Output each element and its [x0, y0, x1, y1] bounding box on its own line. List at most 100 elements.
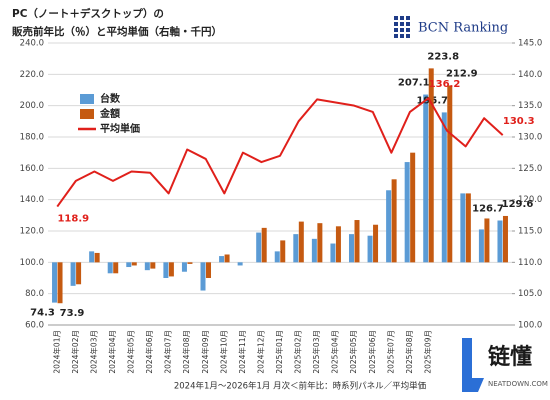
- x-tick-label: 2024年12月: [255, 330, 265, 374]
- y2-tick-label: 130.0: [518, 133, 542, 143]
- x-tick-label: 2024年04月: [107, 330, 117, 374]
- data-label: 207.1: [398, 78, 430, 89]
- bar: [206, 262, 212, 278]
- data-label: 136.2: [429, 79, 461, 90]
- y-tick-label: 220.0: [20, 70, 44, 80]
- data-label: 118.9: [57, 214, 89, 225]
- bar: [57, 262, 63, 304]
- bar: [293, 234, 299, 263]
- data-label: 126.7: [472, 204, 504, 215]
- legend-swatch: [80, 109, 94, 119]
- bar: [373, 224, 379, 263]
- footnote: 2024年1月～2026年1月 月次＜前年比：時系列パネル／平均単価: [174, 381, 427, 392]
- bar: [484, 218, 490, 263]
- y-tick-label: 120.0: [20, 227, 44, 237]
- bar: [274, 251, 280, 263]
- y-tick-label: 140.0: [20, 195, 44, 205]
- bar: [76, 262, 82, 285]
- bar: [317, 223, 323, 263]
- y-tick-label: 80.0: [25, 289, 44, 299]
- bar: [354, 220, 360, 263]
- y2-tick-label: 120.0: [518, 195, 542, 205]
- bar: [126, 262, 132, 268]
- chart-title: 販売前年比（％）と平均単価（右軸・千円）: [12, 25, 222, 38]
- bar: [410, 152, 416, 263]
- watermark-url: NEATDOWN.COM: [488, 380, 548, 388]
- y2-tick-label: 125.0: [518, 164, 542, 174]
- bar: [261, 227, 267, 263]
- legend-label: 平均単価: [100, 122, 140, 135]
- y2-tick-label: 110.0: [518, 258, 542, 268]
- bar: [70, 262, 76, 286]
- bar: [144, 262, 150, 271]
- y-tick-label: 240.0: [20, 39, 44, 49]
- y2-tick-label: 100.0: [518, 321, 542, 331]
- bar: [94, 252, 100, 263]
- chart-title: PC（ノート＋デスクトップ）の: [12, 7, 164, 20]
- y-tick-label: 200.0: [20, 101, 44, 111]
- x-tick-label: 2025年05月: [348, 330, 358, 374]
- y-tick-label: 60.0: [25, 321, 44, 331]
- x-tick-label: 2025年04月: [330, 330, 340, 374]
- bar: [386, 190, 392, 263]
- bar: [237, 262, 243, 266]
- bar: [348, 234, 354, 263]
- bar: [298, 221, 304, 263]
- data-label: 74.3: [30, 308, 55, 319]
- y2-tick-label: 140.0: [518, 70, 542, 80]
- bar: [113, 262, 119, 274]
- x-tick-label: 2024年06月: [144, 330, 154, 374]
- x-tick-label: 2025年08月: [404, 330, 414, 374]
- watermark: 链懂 NEATDOWN.COM: [460, 335, 550, 400]
- x-tick-label: 2025年07月: [385, 330, 395, 374]
- bar: [441, 112, 447, 263]
- bar: [367, 235, 373, 263]
- data-label: 130.3: [503, 116, 535, 127]
- legend-swatch: [80, 94, 94, 104]
- bar: [428, 68, 434, 263]
- y2-tick-label: 135.0: [518, 101, 542, 111]
- bar: [460, 193, 466, 263]
- bar: [224, 254, 230, 263]
- line-series: [56, 97, 504, 208]
- bar: [150, 262, 156, 269]
- bar: [423, 94, 429, 263]
- bar: [107, 262, 113, 274]
- legend-label: 金額: [99, 107, 120, 120]
- bar: [404, 162, 410, 263]
- x-tick-label: 2025年09月: [422, 330, 432, 374]
- bar: [52, 262, 58, 303]
- bar: [256, 232, 262, 263]
- bar: [187, 262, 193, 264]
- y-tick-label: 180.0: [20, 133, 44, 143]
- x-tick-label: 2024年11月: [237, 330, 247, 374]
- bar: [131, 262, 137, 266]
- x-tick-label: 2024年07月: [163, 330, 173, 374]
- bar: [200, 262, 206, 291]
- watermark-text: 链懂: [488, 344, 532, 370]
- data-label: 223.8: [427, 51, 459, 62]
- data-label: 129.6: [502, 199, 534, 210]
- y2-tick-label: 145.0: [518, 39, 542, 49]
- y2-tick-label: 105.0: [518, 289, 542, 299]
- x-tick-label: 2024年08月: [181, 330, 191, 374]
- y2-tick-label: 115.0: [518, 227, 542, 237]
- x-tick-label: 2024年01月: [51, 330, 61, 374]
- x-tick-label: 2024年09月: [200, 330, 210, 374]
- y-tick-label: 160.0: [20, 164, 44, 174]
- logo-text: BCN Ranking: [418, 21, 508, 36]
- bar: [219, 256, 225, 263]
- bar: [465, 193, 471, 263]
- bar: [335, 226, 341, 263]
- legend-label: 台数: [100, 92, 121, 105]
- bar: [391, 179, 397, 263]
- data-label: 73.9: [60, 308, 85, 319]
- bar: [280, 240, 286, 263]
- x-tick-label: 2025年02月: [293, 330, 303, 374]
- x-tick-label: 2024年03月: [88, 330, 98, 374]
- x-tick-label: 2025年06月: [367, 330, 377, 374]
- bar: [497, 220, 503, 263]
- x-tick-label: 2024年10月: [218, 330, 228, 374]
- bar: [163, 262, 169, 278]
